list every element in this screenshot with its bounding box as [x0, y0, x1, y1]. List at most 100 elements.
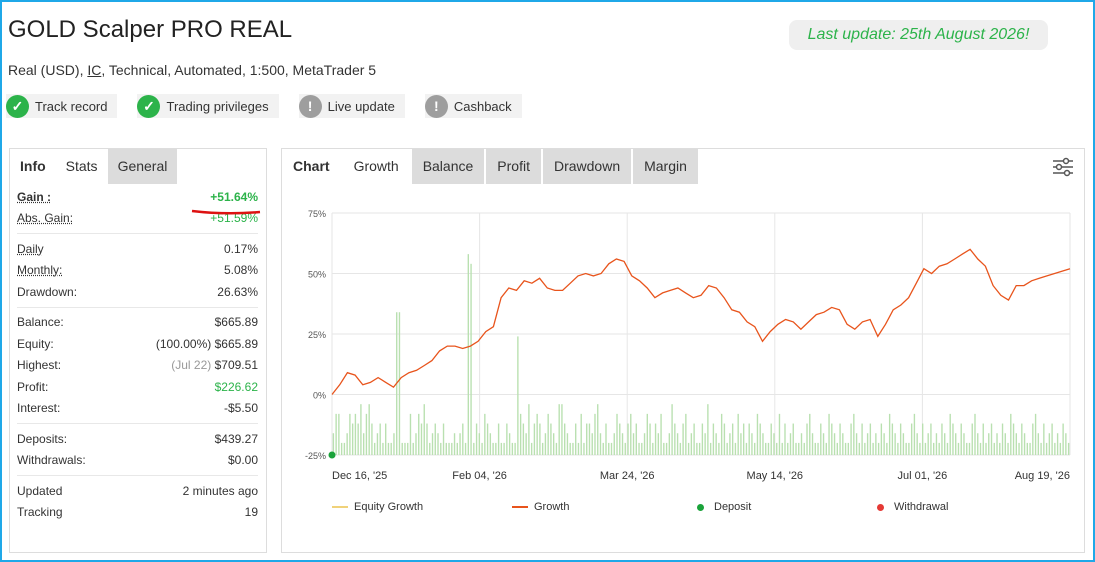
bar: [883, 433, 885, 455]
tab-general[interactable]: General: [107, 149, 178, 184]
bar: [357, 423, 359, 455]
tab-drawdown[interactable]: Drawdown: [542, 149, 632, 184]
legend-deposit[interactable]: Deposit: [697, 501, 751, 513]
bar: [412, 442, 414, 455]
bar: [1010, 413, 1012, 455]
bar: [960, 423, 962, 455]
bar: [398, 312, 401, 455]
bar: [613, 433, 615, 455]
bar: [420, 423, 423, 455]
bar: [990, 423, 993, 455]
bar: [528, 404, 530, 455]
legend-equity-growth[interactable]: Equity Growth: [332, 501, 423, 513]
bar: [822, 433, 825, 455]
x-tick-label: Feb 04, '26: [452, 470, 507, 482]
bar: [963, 433, 965, 455]
badge-label: Trading privileges: [166, 98, 269, 114]
stat-daily: Daily 0.17%: [17, 238, 258, 260]
bar: [767, 442, 770, 455]
tab-growth[interactable]: Growth: [353, 158, 399, 174]
badge-live-update[interactable]: ! Live update: [298, 94, 405, 118]
x-tick-label: May 14, '26: [747, 470, 804, 482]
bar: [564, 423, 566, 455]
bar: [740, 433, 742, 455]
bar: [497, 423, 500, 455]
bar: [382, 442, 384, 455]
stat-label[interactable]: Monthly:: [17, 263, 63, 278]
bar: [748, 423, 750, 455]
bar: [616, 413, 618, 455]
x-tick-label: Aug 19, '26: [1015, 470, 1070, 482]
bar: [787, 442, 789, 455]
tab-chart[interactable]: Chart: [293, 158, 330, 174]
bar: [935, 433, 938, 455]
y-tick-label: 25%: [308, 330, 326, 340]
tab-info[interactable]: Info: [20, 158, 46, 174]
filter-settings-icon[interactable]: [1052, 157, 1074, 177]
bar: [453, 433, 456, 455]
badge-trading-privileges[interactable]: ✓ Trading privileges: [137, 94, 279, 118]
bar: [715, 433, 717, 455]
bar: [605, 423, 607, 455]
bar: [828, 413, 830, 455]
bar: [930, 423, 932, 455]
legend-growth[interactable]: Growth: [512, 501, 569, 513]
bar: [902, 433, 905, 455]
bar: [1062, 423, 1064, 455]
bar: [1021, 423, 1023, 455]
tab-profit[interactable]: Profit: [486, 149, 541, 184]
bar: [825, 442, 827, 455]
bar: [610, 442, 613, 455]
stat-label[interactable]: Daily: [17, 241, 44, 256]
bar: [376, 433, 379, 455]
bar: [974, 413, 976, 455]
badge-cashback[interactable]: ! Cashback: [424, 94, 522, 118]
red-underline-mark: [191, 209, 261, 215]
legend-withdrawal[interactable]: Withdrawal: [877, 501, 948, 513]
bar: [776, 442, 778, 455]
bar: [1001, 423, 1004, 455]
tab-margin[interactable]: Margin: [633, 149, 698, 184]
bar: [894, 433, 896, 455]
bar: [646, 413, 648, 455]
bar: [696, 442, 698, 455]
broker-link[interactable]: IC: [87, 62, 102, 78]
bar: [470, 263, 472, 455]
tab-stats[interactable]: Stats: [55, 149, 108, 184]
bar: [842, 433, 844, 455]
bar: [437, 433, 439, 455]
bar: [423, 404, 425, 455]
bar: [1067, 442, 1070, 455]
bar: [500, 442, 503, 455]
bar: [346, 433, 348, 455]
bar: [977, 433, 979, 455]
bar: [679, 442, 682, 455]
bar: [916, 433, 918, 455]
bar: [949, 413, 951, 455]
bar: [1034, 413, 1037, 455]
page-title: GOLD Scalper PRO REAL: [8, 16, 293, 43]
badge-track-record[interactable]: ✓ Track record: [6, 94, 118, 118]
bar: [552, 433, 555, 455]
bar: [442, 423, 445, 455]
stat-label[interactable]: Gain :: [17, 189, 52, 204]
bar: [814, 442, 816, 455]
bar: [1056, 433, 1059, 455]
bar: [464, 442, 467, 455]
stat-drawdown: Drawdown: 26.63%: [17, 281, 258, 303]
stat-value: 5.08%: [223, 263, 258, 278]
bar: [979, 442, 982, 455]
bar: [899, 423, 902, 455]
bar: [952, 423, 954, 455]
bar: [621, 433, 624, 455]
bar: [580, 413, 582, 455]
bar: [709, 442, 712, 455]
bar: [511, 442, 514, 455]
stat-value: 0.17%: [223, 241, 258, 256]
bar: [572, 442, 574, 455]
bar: [784, 423, 786, 455]
bar: [811, 433, 814, 455]
stat-tracking: Tracking 19: [17, 502, 258, 524]
stat-label[interactable]: Abs. Gain:: [17, 211, 74, 226]
tab-balance[interactable]: Balance: [411, 149, 485, 184]
